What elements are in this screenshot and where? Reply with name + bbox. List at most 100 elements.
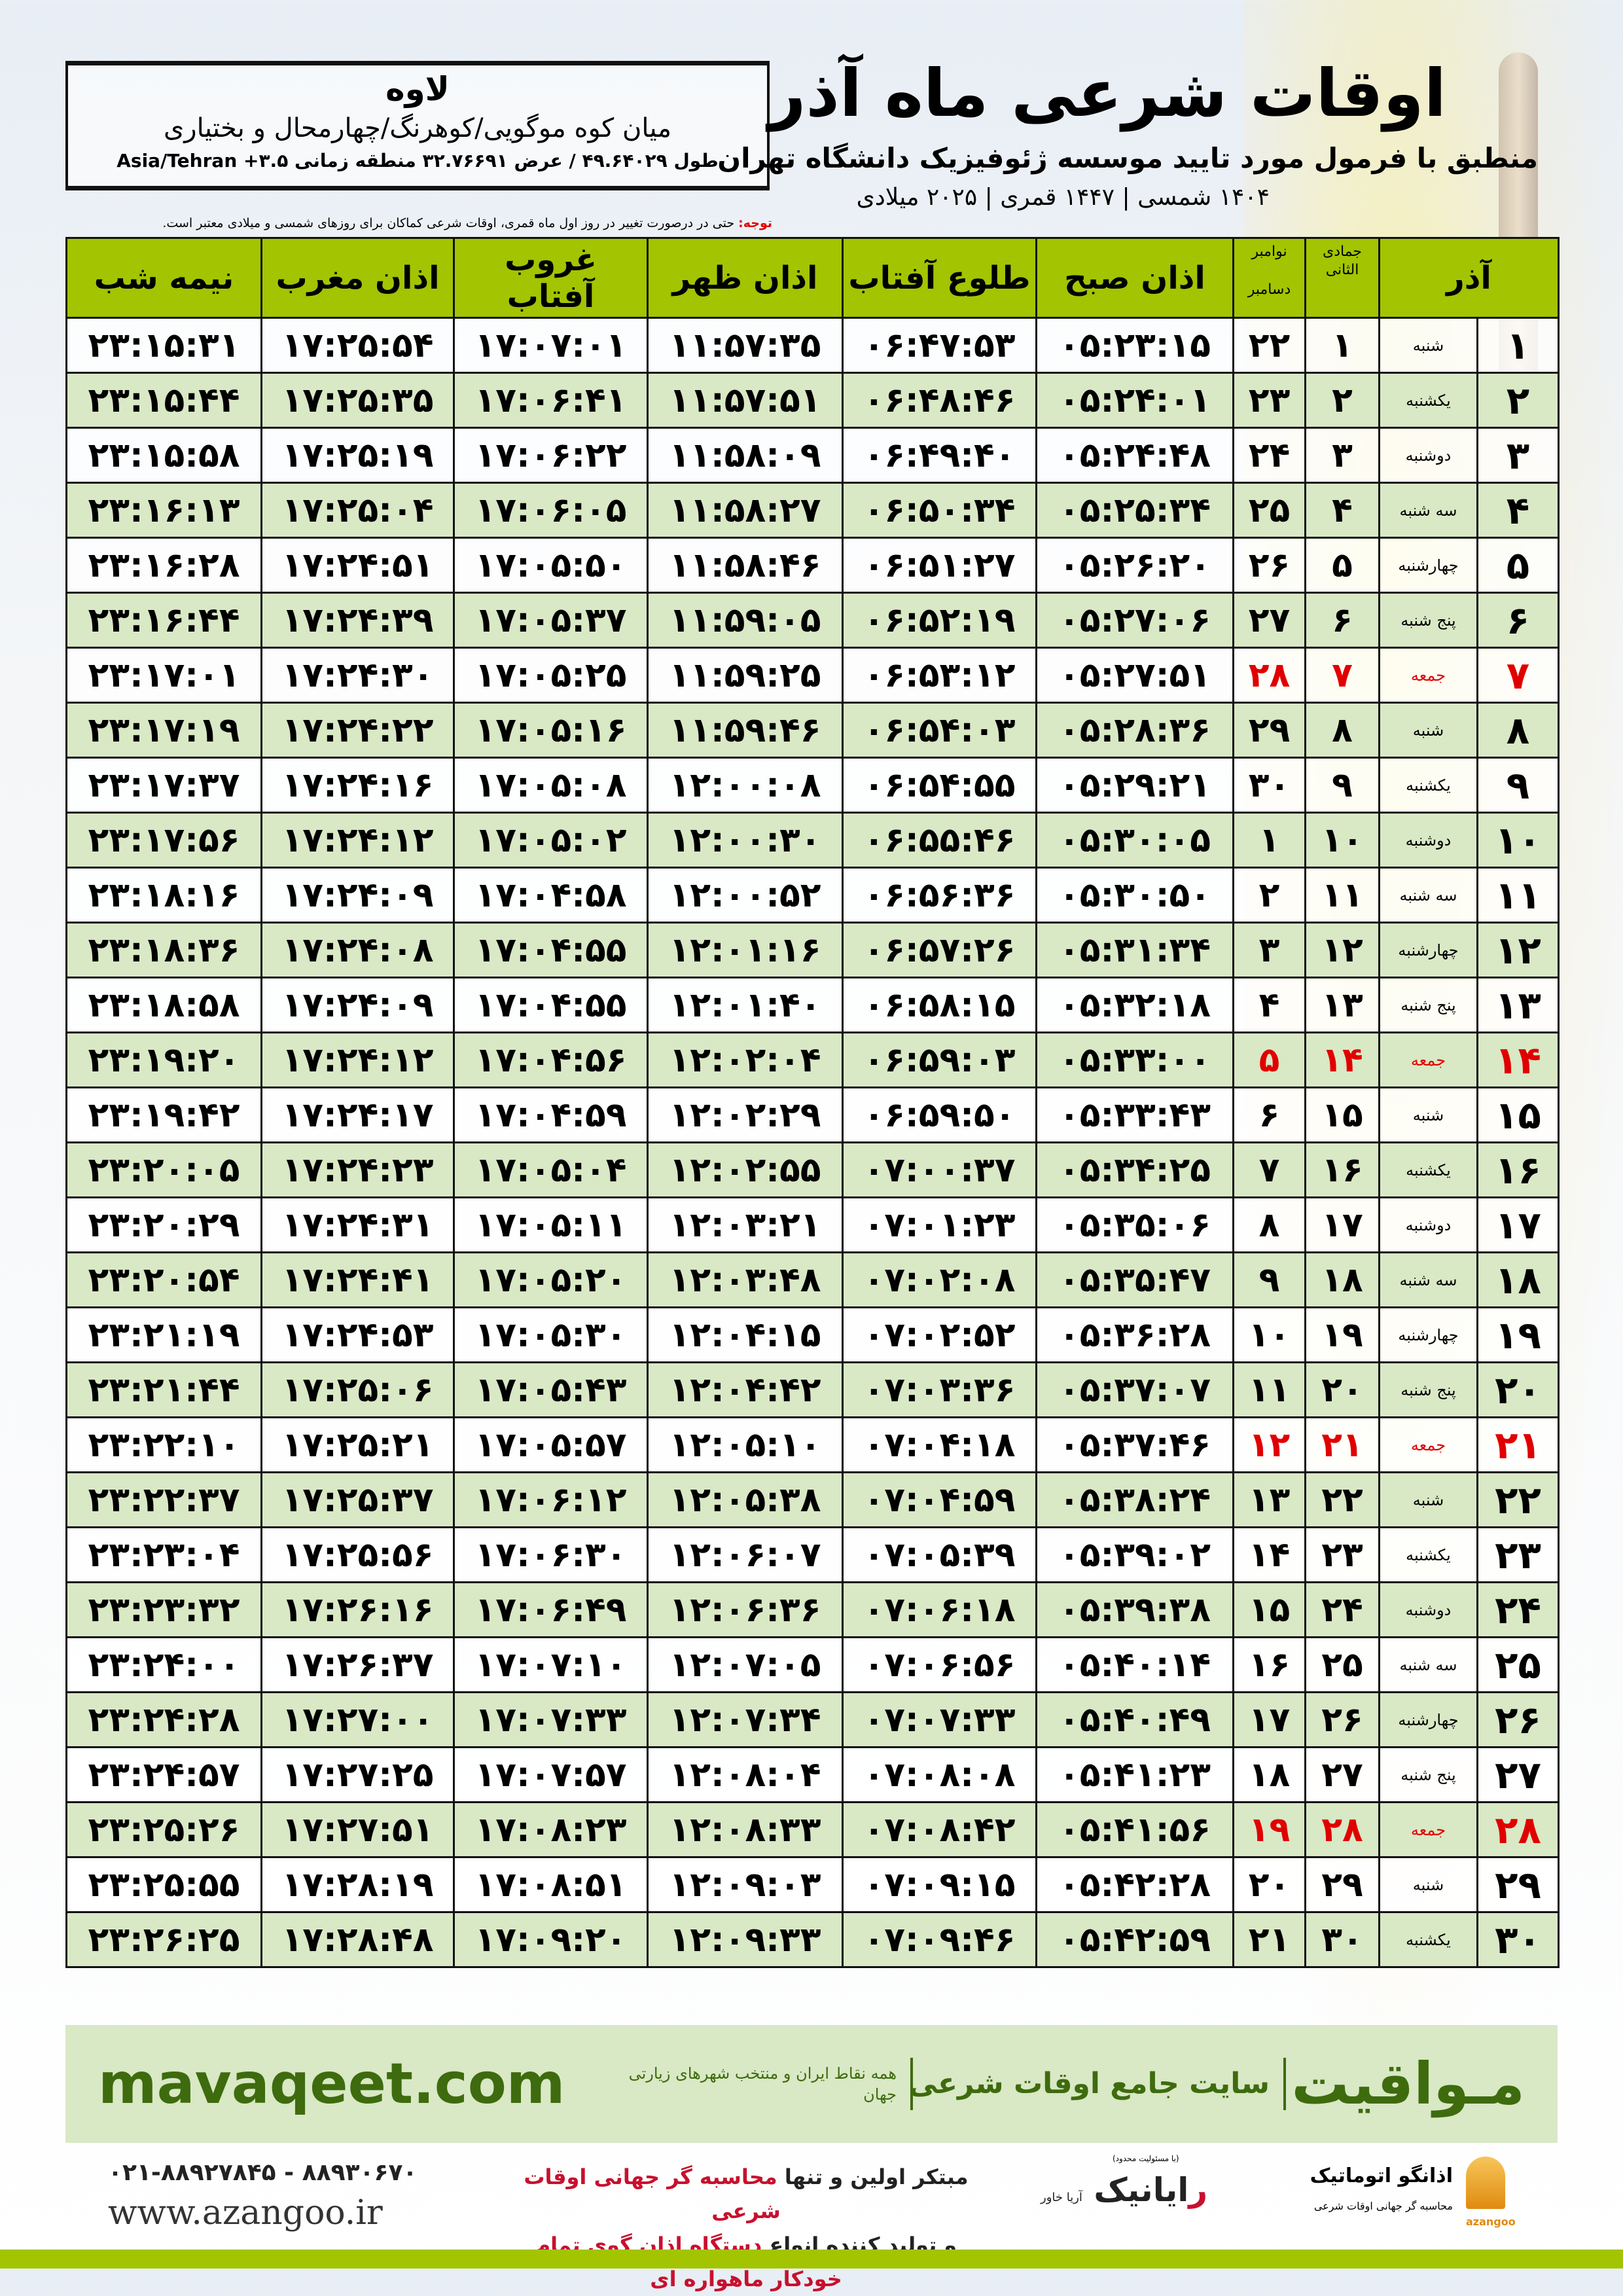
note-text: حتی در درصورت تغییر در روز اول ماه قمری،… — [162, 216, 739, 230]
table-row: ۲۷ پنج شنبه ۲۷ ۱۸ ۰۵:۴۱:۲۳ ۰۷:۰۸:۰۸ ۱۲:۰۸:۰۴ ۱۷… — [65, 1746, 1560, 1803]
gregorian-date: ۳ — [1232, 922, 1306, 978]
table-row: ۲۲ شنبه ۲۲ ۱۳ ۰۵:۳۸:۲۴ ۰۷:۰۴:۵۹ ۱۲:۰۵:۳۸ ۱۷:۰۶:… — [65, 1471, 1560, 1528]
sunset-time: ۱۷:۰۵:۴۳ — [453, 1361, 649, 1418]
day-number: ۲۲ — [1476, 1471, 1560, 1528]
day-number: ۵ — [1476, 537, 1560, 594]
midnight-time: ۲۳:۱۵:۵۸ — [65, 427, 262, 484]
fajr-time: ۰۵:۲۶:۲۰ — [1035, 537, 1234, 594]
dhuhr-time: ۱۲:۰۳:۲۱ — [647, 1196, 844, 1253]
day-number: ۱۷ — [1476, 1196, 1560, 1253]
gregorian-date: ۳۰ — [1232, 757, 1306, 814]
location-box: لاوه میان کوه موگویی/کوهرنگ/چهارمحال و ب… — [65, 61, 770, 190]
banner-subtext: همه نقاط ایران و منتخب شهرهای زیارتی جها… — [628, 2064, 897, 2104]
hijri-date: ۱۸ — [1304, 1251, 1380, 1308]
maghrib-time: ۱۷:۲۴:۳۱ — [260, 1196, 455, 1253]
dhuhr-time: ۱۲:۰۹:۰۳ — [647, 1856, 844, 1913]
sunset-time: ۱۷:۰۷:۵۷ — [453, 1746, 649, 1803]
fajr-time: ۰۵:۳۸:۲۴ — [1035, 1471, 1234, 1528]
sunset-time: ۱۷:۰۸:۲۳ — [453, 1801, 649, 1858]
table-row: ۱۹ چهارشنبه ۱۹ ۱۰ ۰۵:۳۶:۲۸ ۰۷:۰۲:۵۲ ۱۲:۰۴:۱۵ ۱۷… — [65, 1306, 1560, 1363]
gregorian-date: ۲۹ — [1232, 702, 1306, 759]
hijri-date: ۱۵ — [1304, 1086, 1380, 1143]
midnight-time: ۲۳:۲۱:۱۹ — [65, 1306, 262, 1363]
phone-numbers: ۰۲۱-۸۸۹۲۷۸۴۵ - ۸۸۹۳۰۶۷۰ — [108, 2159, 418, 2186]
sunset-time: ۱۷:۰۴:۵۵ — [453, 977, 649, 1033]
dhuhr-time: ۱۲:۰۲:۵۵ — [647, 1141, 844, 1198]
fajr-time: ۰۵:۴۰:۱۴ — [1035, 1636, 1234, 1693]
sunset-time: ۱۷:۰۵:۵۷ — [453, 1416, 649, 1473]
dhuhr-time: ۱۱:۵۷:۵۱ — [647, 372, 844, 429]
midnight-time: ۲۳:۲۵:۵۵ — [65, 1856, 262, 1913]
day-number: ۲۴ — [1476, 1581, 1560, 1638]
hijri-date: ۱۷ — [1304, 1196, 1380, 1253]
coordinates: طول ۴۹.۶۴۰۲۹ / عرض ۳۲.۷۶۶۹۱ منطقه زمانی … — [116, 150, 719, 171]
sunset-time: ۱۷:۰۴:۵۹ — [453, 1086, 649, 1143]
weekday: پنج شنبه — [1378, 1746, 1478, 1803]
maghrib-time: ۱۷:۲۵:۱۹ — [260, 427, 455, 484]
header-month: آذر — [1378, 237, 1560, 319]
fajr-time: ۰۵:۳۲:۱۸ — [1035, 977, 1234, 1033]
gregorian-date: ۱۳ — [1232, 1471, 1306, 1528]
year-line: ۱۴۰۴ شمسی | ۱۴۴۷ قمری | ۲۰۲۵ میلادی — [856, 184, 1270, 211]
dhuhr-time: ۱۲:۰۵:۱۰ — [647, 1416, 844, 1473]
dhuhr-time: ۱۲:۰۴:۴۲ — [647, 1361, 844, 1418]
day-number: ۶ — [1476, 592, 1560, 649]
azangoo-website-link[interactable]: www.azangoo.ir — [108, 2193, 383, 2233]
header-midnight: نیمه شب — [65, 237, 262, 319]
hijri-date: ۱۶ — [1304, 1141, 1380, 1198]
azangoo-dome-icon — [1466, 2157, 1505, 2209]
fajr-time: ۰۵:۳۵:۰۶ — [1035, 1196, 1234, 1253]
table-row: ۴ سه شنبه ۴ ۲۵ ۰۵:۲۵:۳۴ ۰۶:۵۰:۳۴ ۱۱:۵۸:۲۷ ۱۷:۰۶… — [65, 482, 1560, 539]
sunset-time: ۱۷:۰۶:۳۰ — [453, 1526, 649, 1583]
fajr-time: ۰۵:۲۳:۱۵ — [1035, 317, 1234, 374]
maghrib-time: ۱۷:۲۴:۳۰ — [260, 647, 455, 704]
fajr-time: ۰۵:۲۴:۰۱ — [1035, 372, 1234, 429]
hijri-date: ۲۲ — [1304, 1471, 1380, 1528]
weekday: شنبه — [1378, 1471, 1478, 1528]
table-row: ۲ یکشنبه ۲ ۲۳ ۰۵:۲۴:۰۱ ۰۶:۴۸:۴۶ ۱۱:۵۷:۵۱ ۱۷:۰۶:… — [65, 372, 1560, 429]
banner-website-link[interactable]: mavaqeet.com — [98, 2051, 565, 2117]
maghrib-time: ۱۷:۲۴:۱۲ — [260, 812, 455, 869]
maghrib-time: ۱۷:۲۸:۱۹ — [260, 1856, 455, 1913]
maghrib-time: ۱۷:۲۸:۴۸ — [260, 1911, 455, 1968]
maghrib-time: ۱۷:۲۷:۰۰ — [260, 1691, 455, 1748]
maghrib-time: ۱۷:۲۴:۵۱ — [260, 537, 455, 594]
maghrib-time: ۱۷:۲۴:۴۱ — [260, 1251, 455, 1308]
sunset-time: ۱۷:۰۶:۲۲ — [453, 427, 649, 484]
midnight-time: ۲۳:۱۷:۱۹ — [65, 702, 262, 759]
weekday: چهارشنبه — [1378, 1691, 1478, 1748]
day-number: ۲۸ — [1476, 1801, 1560, 1858]
weekday: دوشنبه — [1378, 1581, 1478, 1638]
fajr-time: ۰۵:۴۱:۵۶ — [1035, 1801, 1234, 1858]
hijri-date: ۱۲ — [1304, 922, 1380, 978]
sunset-time: ۱۷:۰۶:۱۲ — [453, 1471, 649, 1528]
weekday: شنبه — [1378, 1856, 1478, 1913]
hijri-date: ۲ — [1304, 372, 1380, 429]
weekday: جمعه — [1378, 1801, 1478, 1858]
hijri-date: ۷ — [1304, 647, 1380, 704]
fajr-time: ۰۵:۳۶:۲۸ — [1035, 1306, 1234, 1363]
weekday: جمعه — [1378, 647, 1478, 704]
dhuhr-time: ۱۲:۰۷:۰۵ — [647, 1636, 844, 1693]
dhuhr-time: ۱۱:۵۸:۲۷ — [647, 482, 844, 539]
day-number: ۱۶ — [1476, 1141, 1560, 1198]
maghrib-time: ۱۷:۲۴:۰۹ — [260, 977, 455, 1033]
maghrib-time: ۱۷:۲۶:۱۶ — [260, 1581, 455, 1638]
maghrib-time: ۱۷:۲۵:۰۴ — [260, 482, 455, 539]
day-number: ۱۲ — [1476, 922, 1560, 978]
raynik-side: آریا خاور — [1041, 2191, 1082, 2204]
weekday: شنبه — [1378, 702, 1478, 759]
day-number: ۱۵ — [1476, 1086, 1560, 1143]
gregorian-date: ۱۷ — [1232, 1691, 1306, 1748]
hijri-date: ۱۴ — [1304, 1031, 1380, 1088]
table-row: ۲۶ چهارشنبه ۲۶ ۱۷ ۰۵:۴۰:۴۹ ۰۷:۰۷:۳۳ ۱۲:۰۷:۳۴ ۱۷… — [65, 1691, 1560, 1748]
gregorian-date: ۲۲ — [1232, 317, 1306, 374]
weekday: سه شنبه — [1378, 1636, 1478, 1693]
maghrib-time: ۱۷:۲۵:۳۷ — [260, 1471, 455, 1528]
region-name: میان کوه موگویی/کوهرنگ/چهارمحال و بختیار… — [164, 113, 671, 143]
day-number: ۲۰ — [1476, 1361, 1560, 1418]
day-number: ۱۰ — [1476, 812, 1560, 869]
dhuhr-time: ۱۱:۵۹:۰۵ — [647, 592, 844, 649]
dhuhr-time: ۱۱:۵۸:۴۶ — [647, 537, 844, 594]
sunset-time: ۱۷:۰۵:۰۸ — [453, 757, 649, 814]
